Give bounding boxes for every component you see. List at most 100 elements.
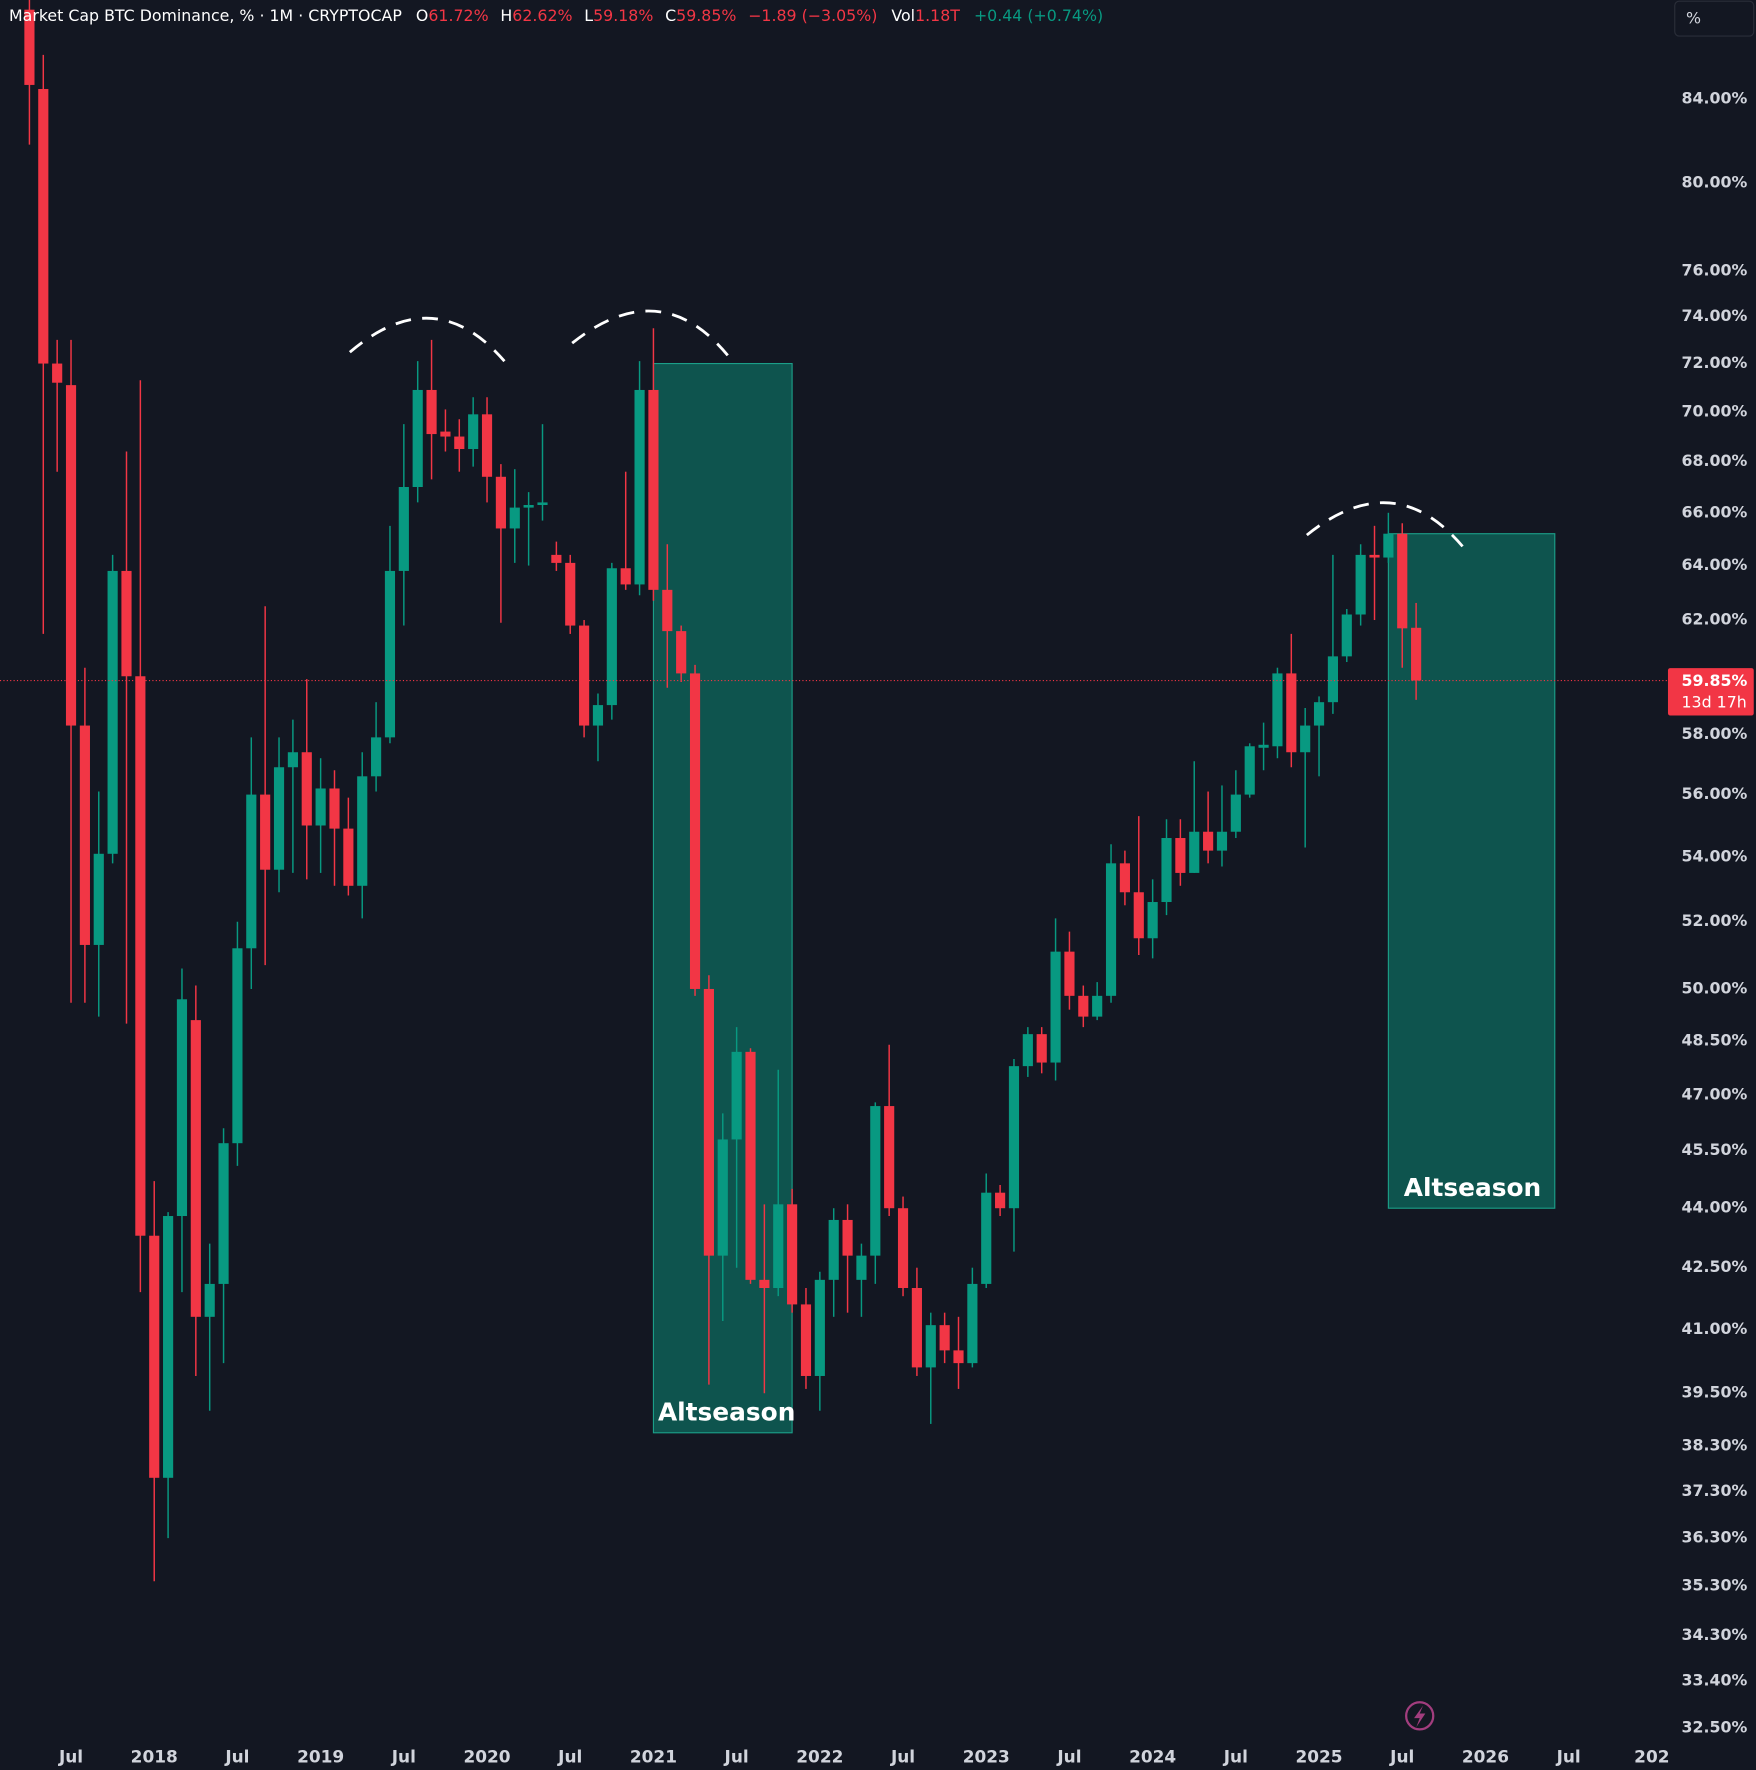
candle-body: [925, 1325, 936, 1368]
x-tick-label: 2023: [963, 1747, 1010, 1767]
candle-body: [1092, 995, 1103, 1017]
candle-body: [1272, 673, 1283, 747]
candle-body: [426, 389, 437, 435]
x-tick-label: 2026: [1462, 1747, 1509, 1767]
candle-body: [1078, 995, 1089, 1017]
candle-body: [1064, 951, 1075, 996]
y-tick-label: 35.30%: [1682, 1576, 1748, 1595]
candle-body: [232, 948, 243, 1144]
candles: [24, 0, 1422, 1582]
x-tick-label: Jul: [1389, 1747, 1414, 1767]
top-arc: [1305, 501, 1464, 548]
candle-body: [565, 562, 576, 626]
x-tick-label: 2019: [297, 1747, 344, 1767]
y-tick-label: 80.00%: [1682, 172, 1748, 191]
candle-body: [537, 502, 548, 506]
candle-body: [481, 414, 493, 477]
candle-body: [1397, 533, 1408, 629]
candle-body: [1258, 744, 1269, 748]
volume: 1.18T: [915, 5, 960, 24]
y-tick-label: 47.00%: [1682, 1085, 1748, 1104]
lightning-icon[interactable]: [1405, 1701, 1435, 1731]
candle-body: [662, 589, 673, 632]
candle-body: [1230, 794, 1241, 832]
candle-body: [1327, 656, 1338, 703]
candle-body: [828, 1219, 839, 1280]
candle-body: [454, 436, 465, 450]
field-key: H: [500, 5, 512, 24]
price-label-box: [1667, 668, 1754, 716]
candle-body: [65, 385, 77, 726]
candle-body: [1286, 673, 1297, 753]
x-tick-label: 2021: [630, 1747, 677, 1767]
x-tick-label: Jul: [1056, 1747, 1081, 1767]
y-tick-label: 76.00%: [1682, 260, 1748, 279]
field-value: 59.85%: [676, 5, 736, 24]
x-tick-label: Jul: [391, 1747, 416, 1767]
candle-body: [939, 1325, 950, 1351]
candle-body: [273, 767, 285, 870]
candle-body: [703, 988, 714, 1256]
price-label: 59.85%: [1682, 671, 1748, 690]
x-tick-label: Jul: [224, 1747, 249, 1767]
y-tick-label: 68.00%: [1682, 451, 1748, 470]
volume-key: Vol: [891, 5, 915, 24]
candle-body: [648, 389, 659, 590]
candle-body: [1244, 746, 1255, 795]
candle-body: [1369, 554, 1380, 558]
candle-body: [1216, 831, 1228, 851]
candle-body: [1411, 627, 1422, 681]
top-arc: [348, 316, 506, 363]
candle-body: [856, 1255, 867, 1280]
candle-body: [52, 363, 63, 383]
field-value: 61.72%: [428, 5, 488, 24]
candle-body: [1147, 902, 1158, 939]
y-tick-label: 42.50%: [1682, 1257, 1748, 1276]
candle-body: [149, 1235, 160, 1478]
icon-ring: [1405, 1701, 1435, 1731]
unit-button[interactable]: [1674, 0, 1755, 37]
y-tick-label: 44.00%: [1682, 1198, 1748, 1217]
candle-body: [953, 1350, 964, 1364]
header: Market Cap BTC Dominance, % · 1M · CRYPT…: [9, 5, 1103, 24]
x-tick-label: Jul: [1223, 1747, 1248, 1767]
candle-body: [689, 673, 701, 989]
candle-body: [287, 752, 298, 768]
candle-body: [1175, 838, 1186, 873]
x-tick-label: 2020: [463, 1747, 510, 1767]
field-value: 59.18%: [593, 5, 653, 24]
y-tick-label: 33.40%: [1682, 1670, 1748, 1689]
candle-body: [79, 725, 90, 945]
y-tick-label: 34.30%: [1682, 1625, 1748, 1644]
field-key: C: [665, 5, 676, 24]
candle-body: [93, 853, 104, 945]
candle-body: [1133, 892, 1144, 939]
x-tick-label: Jul: [58, 1747, 83, 1767]
candle-body: [468, 414, 479, 450]
candle-body: [759, 1279, 770, 1288]
candle-body: [107, 570, 118, 854]
candle-body: [1050, 951, 1061, 1063]
candle-body: [717, 1139, 728, 1256]
candle-body: [731, 1051, 742, 1140]
change: −1.89 (−3.05%): [748, 5, 877, 24]
unit-button-label[interactable]: %: [1686, 9, 1701, 28]
candle-body: [1105, 863, 1117, 996]
x-tick-label: 2025: [1295, 1747, 1342, 1767]
countdown: 13d 17h: [1682, 693, 1747, 712]
candle-body: [509, 507, 520, 529]
y-tick-label: 62.00%: [1682, 610, 1748, 629]
candle-body: [371, 737, 382, 777]
y-tick-label: 64.00%: [1682, 555, 1748, 574]
y-tick-label: 37.30%: [1682, 1481, 1748, 1500]
y-tick-label: 39.50%: [1682, 1383, 1748, 1402]
candle-body: [121, 570, 132, 677]
candle-body: [190, 1020, 201, 1317]
zone-label: Altseason: [658, 1398, 795, 1427]
top-arc: [571, 309, 729, 357]
y-tick-label: 41.00%: [1682, 1319, 1748, 1338]
candle-body: [967, 1283, 978, 1364]
y-tick-label: 56.00%: [1682, 784, 1748, 803]
y-tick-label: 50.00%: [1682, 978, 1748, 997]
candle-body: [204, 1283, 215, 1317]
